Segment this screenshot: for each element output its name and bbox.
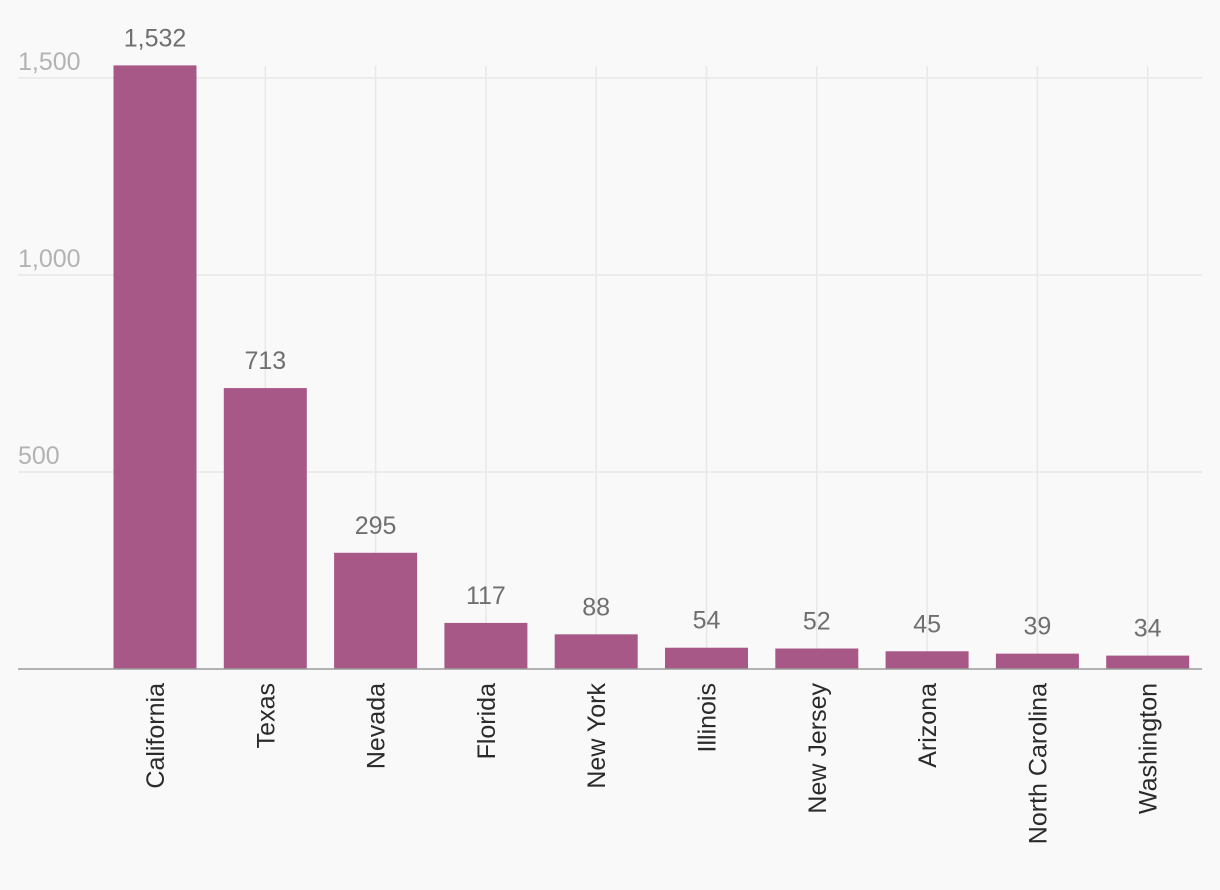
bars — [113, 65, 1190, 670]
data-label: 1,532 — [124, 24, 187, 52]
y-axis-ticks: 500 1,000 1,500 — [18, 48, 81, 470]
data-label: 713 — [244, 347, 286, 375]
y-tick-label: 1,000 — [18, 245, 81, 273]
bar — [113, 65, 197, 670]
x-tick-label: New York — [583, 683, 611, 789]
y-tick-label: 500 — [18, 442, 60, 470]
gridlines — [18, 66, 1202, 669]
bar — [223, 388, 307, 669]
data-label: 45 — [913, 610, 941, 638]
data-label: 52 — [803, 608, 831, 636]
bar — [1106, 655, 1190, 669]
x-tick-label: Florida — [473, 683, 501, 760]
bar — [334, 552, 418, 669]
x-tick-label: North Carolina — [1024, 683, 1052, 844]
bar — [444, 622, 528, 669]
x-tick-label: Washington — [1135, 683, 1163, 814]
x-tick-label: Arizona — [914, 683, 942, 768]
data-label: 88 — [582, 593, 610, 621]
x-tick-label: Illinois — [694, 683, 722, 752]
bar — [995, 653, 1079, 669]
x-axis-ticks: California Texas Nevada Florida New York Illi… — [142, 683, 1163, 845]
data-label: 54 — [693, 607, 721, 635]
bar — [775, 648, 859, 669]
x-tick-label: California — [142, 683, 170, 789]
data-label: 34 — [1134, 615, 1162, 643]
x-tick-label: New Jersey — [804, 683, 832, 814]
data-labels: 1,532 713 295 117 88 54 52 45 39 34 — [124, 24, 1162, 642]
data-label: 39 — [1023, 613, 1051, 641]
bar — [554, 634, 638, 669]
data-label: 295 — [355, 512, 397, 540]
x-tick-label: Nevada — [363, 683, 391, 769]
data-label: 117 — [466, 582, 506, 610]
bar — [885, 651, 969, 669]
bar — [665, 647, 748, 669]
x-tick-label: Texas — [252, 683, 280, 748]
y-tick-label: 1,500 — [18, 48, 81, 76]
